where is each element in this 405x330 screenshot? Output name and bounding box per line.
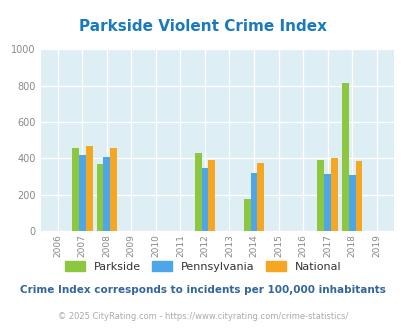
Bar [355, 161, 362, 231]
Bar [96, 164, 103, 231]
Bar [257, 163, 264, 231]
Bar [79, 155, 85, 231]
Bar [194, 152, 201, 231]
Legend: Parkside, Pennsylvania, National: Parkside, Pennsylvania, National [60, 256, 345, 276]
Bar [341, 83, 348, 231]
Bar [110, 148, 117, 231]
Bar [85, 146, 92, 231]
Text: © 2025 CityRating.com - https://www.cityrating.com/crime-statistics/: © 2025 CityRating.com - https://www.city… [58, 312, 347, 321]
Bar [348, 175, 355, 231]
Bar [103, 156, 110, 231]
Text: Crime Index corresponds to incidents per 100,000 inhabitants: Crime Index corresponds to incidents per… [20, 285, 385, 295]
Bar [243, 199, 250, 231]
Text: Parkside Violent Crime Index: Parkside Violent Crime Index [79, 19, 326, 34]
Bar [330, 158, 337, 231]
Bar [317, 160, 323, 231]
Bar [201, 168, 208, 231]
Bar [250, 173, 257, 231]
Bar [323, 174, 330, 231]
Bar [72, 148, 79, 231]
Bar [208, 160, 215, 231]
